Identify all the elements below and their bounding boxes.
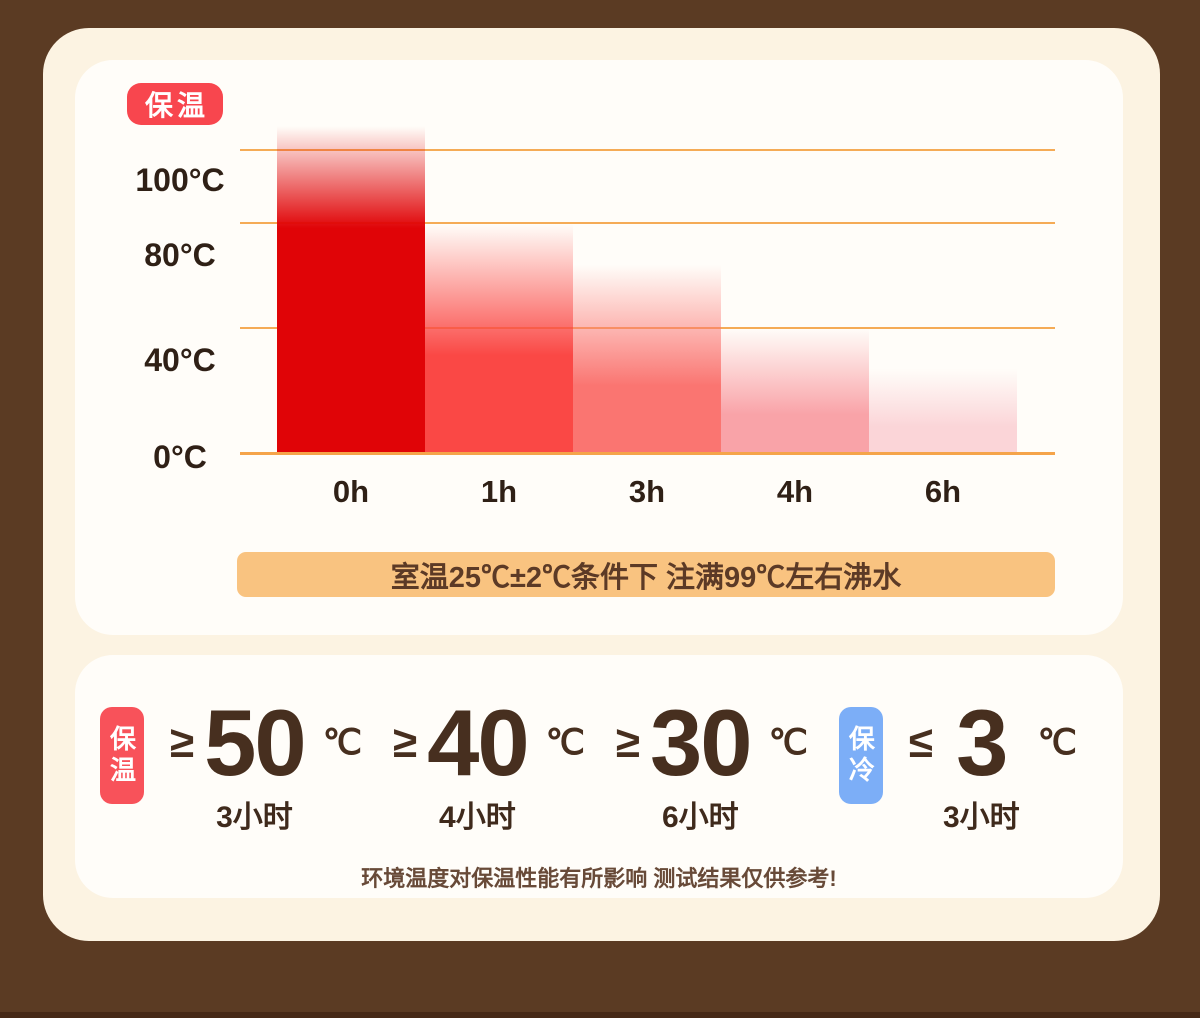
duration-label: 3小时 — [216, 801, 293, 834]
performance-item: ≤ 3 3小时 ℃ — [909, 695, 1077, 836]
value-column: 3 3小时 — [943, 695, 1020, 836]
content-panel: 保温 100°C 80°C 40°C 0°C 0h 1h 3h 4h 6h 室温25℃±2℃条件… — [43, 28, 1160, 941]
temperature-value: 30 — [650, 690, 753, 795]
page-bottom-divider — [0, 1012, 1200, 1018]
temperature-value: 3 — [956, 690, 1008, 795]
bar-4h — [721, 327, 869, 452]
y-tick-label: 40°C — [144, 342, 216, 378]
chart-gridline-1 — [240, 222, 1055, 224]
performance-item-cold-3c: 保冷 ≤ 3 3小时 ℃ — [838, 695, 1077, 836]
bar-1h — [425, 222, 573, 452]
duration-label: 4小时 — [439, 801, 516, 834]
cold-retention-vertical-badge: 保冷 — [838, 707, 883, 804]
duration-label: 6小时 — [661, 801, 739, 834]
insulation-chart-card: 保温 100°C 80°C 40°C 0°C 0h 1h 3h 4h 6h 室温25℃±2℃条件… — [75, 60, 1123, 635]
value-column: 30 6小时 — [650, 690, 753, 836]
performance-item: ≥ 30 6小时 ℃ — [616, 695, 808, 836]
disclaimer-note: 环境温度对保温性能有所影响 测试结果仅供参考! — [361, 866, 837, 891]
performance-row: 保温 ≥ 50 3小时 ℃ ≥ 40 4小时 ℃ — [100, 695, 1077, 836]
bar-3h — [573, 263, 721, 452]
celsius-unit: ℃ — [1037, 723, 1077, 762]
performance-item-heat-50c: 保温 ≥ 50 3小时 ℃ — [100, 695, 362, 836]
comparison-operator: ≥ — [615, 718, 641, 767]
performance-item: ≥ 40 4小时 ℃ — [393, 695, 585, 836]
performance-summary-card: 保温 ≥ 50 3小时 ℃ ≥ 40 4小时 ℃ — [75, 655, 1123, 898]
celsius-unit: ℃ — [545, 723, 585, 762]
y-tick-label: 100°C — [135, 162, 225, 198]
y-tick-label: 80°C — [144, 237, 216, 273]
comparison-operator: ≤ — [908, 718, 933, 767]
celsius-unit: ℃ — [768, 723, 808, 762]
insulation-bar-chart: 100°C 80°C 40°C 0°C 0h 1h 3h 4h 6h — [75, 60, 1123, 635]
x-tick-label: 6h — [924, 474, 962, 509]
x-tick-label: 0h — [332, 474, 370, 509]
value-column: 50 3小时 — [204, 690, 307, 836]
temperature-value: 40 — [427, 690, 530, 795]
x-tick-label: 1h — [480, 474, 518, 509]
performance-item-heat-30c: ≥ 30 6小时 ℃ — [616, 695, 808, 836]
comparison-operator: ≥ — [392, 718, 418, 767]
bar-6h — [869, 368, 1017, 452]
celsius-unit: ℃ — [322, 723, 363, 762]
chart-gridline-0 — [240, 149, 1055, 151]
x-tick-label: 4h — [776, 474, 814, 509]
comparison-operator: ≥ — [170, 718, 195, 767]
heat-retention-badge: 保温 — [127, 83, 223, 125]
performance-item: ≥ 50 3小时 ℃ — [170, 695, 362, 836]
duration-label: 3小时 — [942, 801, 1020, 834]
performance-item-heat-40c: ≥ 40 4小时 ℃ — [393, 695, 585, 836]
heat-retention-vertical-badge: 保温 — [100, 707, 144, 804]
bar-0h — [277, 123, 425, 452]
y-tick-label: 0°C — [153, 439, 207, 475]
chart-x-axis — [240, 452, 1055, 455]
temperature-value: 50 — [204, 690, 307, 795]
test-condition-banner: 室温25℃±2℃条件下 注满99℃左右沸水 — [237, 552, 1055, 597]
x-tick-label: 3h — [628, 474, 666, 509]
value-column: 40 4小时 — [427, 690, 530, 836]
